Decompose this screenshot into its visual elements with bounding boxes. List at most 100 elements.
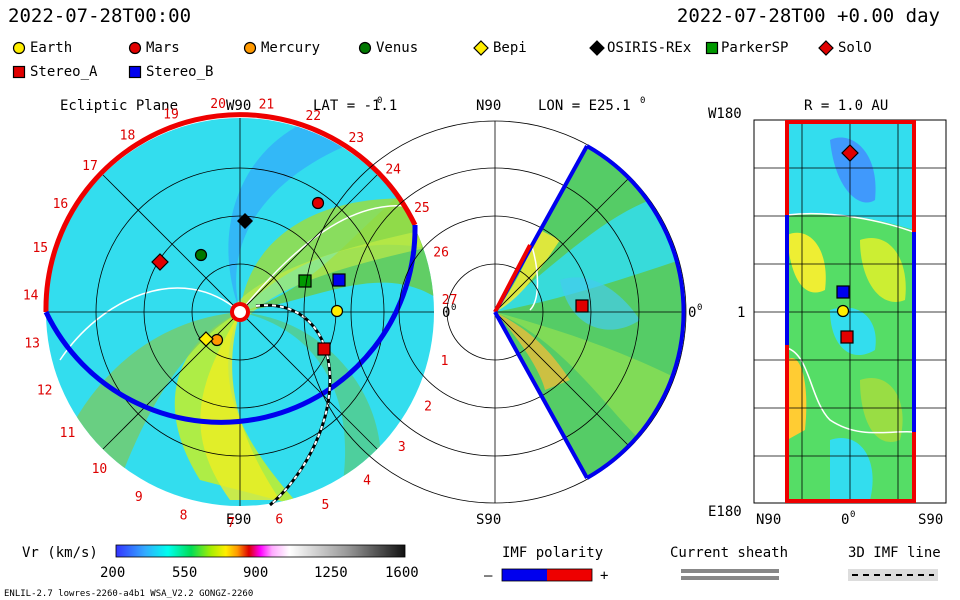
legend-stereo-a: Stereo_A: [12, 64, 97, 80]
imf-negative-swatch: [502, 569, 547, 581]
e180-label: E180: [708, 504, 742, 520]
longitude-tick-label: 5: [321, 498, 329, 513]
radial-map-panel: [753, 119, 947, 504]
legend-label: Stereo_B: [146, 64, 214, 80]
longitude-tick-label: 14: [23, 288, 39, 303]
meridional-zero-degree: 0: [697, 303, 702, 313]
stereo-b-marker: [332, 273, 346, 287]
legend-earth: Earth: [12, 40, 72, 56]
imf-polarity-label: IMF polarity: [502, 545, 603, 561]
meridional-panel: [303, 120, 687, 504]
colorbar-tick: 1250: [314, 565, 348, 581]
stereo-b-marker-icon: [128, 65, 142, 79]
legend-label: Bepi: [493, 40, 527, 56]
legend-label: Mercury: [261, 40, 321, 56]
model-footer: ENLIL-2.7 lowres-2260-a4b1 WSA_V2.2 GONG…: [4, 589, 254, 599]
longitude-tick-label: 21: [259, 98, 275, 113]
legend-label: Mars: [146, 40, 180, 56]
imf-line-swatch: [848, 569, 938, 581]
mars-marker-icon: [128, 41, 142, 55]
colorbar-tick: 1600: [385, 565, 419, 581]
imf-minus: –: [484, 568, 493, 584]
stereo-a-meridional-marker: [575, 299, 589, 313]
stereo-a-marker-icon: [12, 65, 26, 79]
meridional-zero-label: 0: [688, 305, 696, 321]
longitude-tick-label: 11: [60, 426, 76, 441]
longitude-tick-label: 18: [120, 129, 136, 144]
legend-osiris-rex: OSIRIS-REx: [589, 40, 691, 56]
colorbar-tick: 900: [243, 565, 268, 581]
w180-label: W180: [708, 106, 742, 122]
legend-label: Earth: [30, 40, 73, 56]
radial-zero-degree: 0: [850, 510, 855, 520]
longitude-tick-label: 15: [32, 241, 48, 256]
legend-parkersp: ParkerSP: [705, 40, 788, 56]
longitude-tick-label: 10: [92, 462, 108, 477]
longitude-tick-label: 20: [210, 97, 226, 112]
left-timestamp: 2022-07-28T00:00: [8, 5, 192, 27]
radial-n90-label: N90: [756, 512, 781, 528]
e90-label: E90: [226, 512, 251, 528]
n90-label: N90: [476, 98, 501, 114]
imf-positive-swatch: [547, 569, 592, 581]
lon-degree: 0: [640, 96, 645, 106]
mercury-marker: [210, 333, 224, 347]
longitude-tick-label: 26: [433, 245, 449, 260]
longitude-tick-label: 17: [82, 159, 98, 174]
parkersp-marker: [298, 274, 312, 288]
legend-label: Venus: [376, 40, 419, 56]
solo-radial-marker: [841, 144, 859, 162]
longitude-tick-label: 9: [135, 490, 143, 505]
longitude-tick-label: 16: [53, 197, 69, 212]
velocity-colorbar: [115, 544, 406, 558]
legend-solo: SolO: [818, 40, 872, 56]
lon-label: LON = E25.1: [538, 98, 631, 114]
earth-radial-marker: [836, 304, 850, 318]
colorbar-label: Vr (km/s): [22, 545, 98, 561]
longitude-tick-label: 3: [398, 440, 406, 455]
longitude-tick-label: 2: [424, 399, 432, 414]
imf-line-label: 3D IMF line: [848, 545, 941, 561]
osiris-rex-marker-icon: [589, 40, 605, 56]
mars-marker: [311, 196, 325, 210]
longitude-tick-label: 12: [37, 383, 53, 398]
lat-label: LAT = -1.1: [313, 98, 397, 114]
stereo-a-marker: [317, 342, 331, 356]
colorbar-tick: 550: [172, 565, 197, 581]
longitude-tick-label: 1: [441, 354, 449, 369]
solo-marker-icon: [818, 40, 834, 56]
earth-marker-icon: [12, 41, 26, 55]
longitude-tick-label: 7: [227, 516, 235, 531]
parkersp-marker-icon: [705, 41, 719, 55]
radial-s90-label: S90: [918, 512, 943, 528]
longitude-tick-label: 25: [414, 201, 430, 216]
legend-label: ParkerSP: [721, 40, 789, 56]
imf-plus: +: [600, 568, 608, 584]
legend-mercury: Mercury: [243, 40, 320, 56]
solo-marker: [151, 253, 169, 271]
s90-label: S90: [476, 512, 501, 528]
right-timestamp: 2022-07-28T00 +0.00 day: [676, 5, 940, 27]
bepi-marker-icon: [473, 40, 489, 56]
ecliptic-plane-panel: [43, 112, 434, 507]
longitude-tick-label: 27: [442, 293, 458, 308]
r-label: R = 1.0 AU: [804, 98, 888, 114]
mercury-marker-icon: [243, 41, 257, 55]
legend-stereo-b: Stereo_B: [128, 64, 213, 80]
legend-mars: Mars: [128, 40, 180, 56]
w90-label: W90: [226, 98, 251, 114]
legend-bepi: Bepi: [473, 40, 527, 56]
stereo-a-radial-marker: [840, 330, 854, 344]
longitude-tick-label: 8: [180, 508, 188, 523]
current-sheath-label: Current sheath: [670, 545, 788, 561]
legend-venus: Venus: [358, 40, 418, 56]
longitude-tick-label: 19: [163, 108, 179, 123]
earth-marker: [330, 304, 344, 318]
venus-marker: [194, 248, 208, 262]
current-sheath-swatch: [681, 569, 779, 573]
bepi-marker: [198, 331, 214, 347]
legend-label: OSIRIS-REx: [607, 40, 692, 56]
venus-marker-icon: [358, 41, 372, 55]
